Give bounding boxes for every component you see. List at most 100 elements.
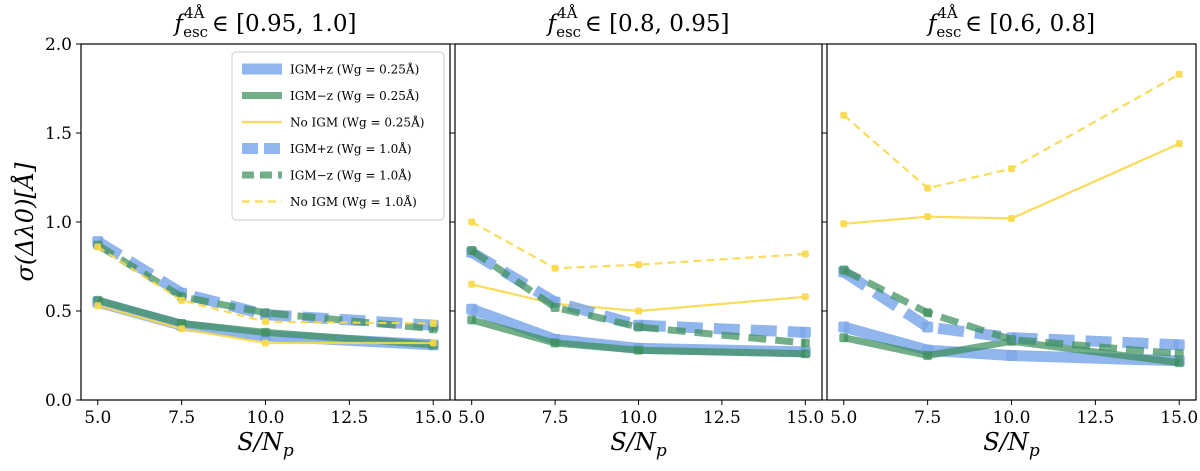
series-line [469,247,806,347]
x-axis-label: S/Np [983,428,1040,461]
data-point [635,307,642,315]
data-point [634,345,643,355]
data-point [924,213,932,221]
series-line [842,266,1180,358]
data-point [178,296,186,304]
x-tick-label: 7.5 [168,408,195,428]
legend-label: IGM−z (Wg = 1.0Å) [290,168,412,183]
data-point [800,338,810,348]
data-point [262,318,269,326]
panel-title: fesc4Å ∈ [0.6, 0.8] [926,4,1095,41]
data-point [178,325,186,333]
legend-label: IGM+z (Wg = 0.25Å) [290,62,419,77]
data-point [467,315,477,325]
series-line [96,296,434,349]
data-point [923,308,933,318]
data-point [261,308,270,318]
panel-1: 5.0 7.5 10.0 12.5 15.0 0.0 0.5 1.0 1.5 2.0 fesc4Å … [45,4,452,461]
series-line [97,304,434,345]
data-point [429,339,437,347]
data-point [1175,140,1183,148]
x-axis-label: S/Np [237,428,294,461]
data-point [839,333,849,343]
data-point [923,351,933,360]
x-tick-label: 15.0 [414,408,452,428]
series-line [842,321,1180,367]
x-tick-label: 5.0 [84,408,111,428]
data-point [466,303,478,315]
data-point [922,321,934,333]
x-tick-label: 5.0 [830,408,857,428]
data-point [468,280,476,288]
data-point [1006,350,1017,361]
x-tick-label: 10.0 [620,408,658,428]
data-point [839,265,849,275]
legend-label: IGM+z (Wg = 1.0Å) [290,141,412,156]
x-tick-label: 10.0 [247,408,285,428]
x-tick-label: 12.5 [703,408,741,428]
series-line [94,236,434,331]
series-line [843,73,1180,190]
data-point [840,220,848,228]
data-point [551,264,559,272]
data-point [924,184,932,192]
legend-box [231,51,445,221]
data-point [1008,165,1015,173]
x-tick-label: 15.0 [1160,408,1198,428]
legend-label: No IGM (Wg = 1.0Å) [290,194,417,209]
x-tick-label: 15.0 [786,408,824,428]
x-tick-label: 10.0 [993,408,1031,428]
data-point [550,338,560,348]
y-tick-label: 0.0 [45,391,72,411]
data-point [429,319,437,327]
data-point [94,302,102,310]
data-point [468,218,476,226]
panel-title: fesc4Å ∈ [0.8, 0.95] [546,4,730,41]
panel-title: fesc4Å ∈ [0.95, 1.0] [173,4,357,41]
data-point [94,243,102,251]
data-point [634,322,643,332]
data-point [467,245,477,255]
panel-2: 5.0 7.5 10.0 12.5 15.0 fesc4Å ∈ [0.8, 0.95] S/… [450,4,824,461]
y-tick-label: 1.0 [45,213,72,233]
y-axis-label: σ(Δλ0)[Å] [10,162,39,282]
x-tick-label: 12.5 [1076,408,1114,428]
data-point [1175,70,1183,78]
x-tick-label: 7.5 [914,408,941,428]
legend-label: No IGM (Wg = 0.25Å) [290,115,424,130]
x-tick-label: 5.0 [458,408,485,428]
y-tick-label: 1.5 [45,124,72,144]
data-point [801,250,809,258]
data-point [1008,214,1015,222]
data-point [635,261,642,269]
data-point [261,327,270,337]
data-point [262,339,269,347]
data-point [799,326,811,338]
data-point [840,111,848,119]
series-line [468,247,806,338]
data-point [1174,358,1184,368]
y-tick-label: 2.0 [45,35,72,55]
series-line [843,142,1180,225]
data-point [838,321,850,333]
legend-label: IGM−z (Wg = 0.25Å) [290,88,419,103]
data-point [800,349,810,359]
series-line [843,334,1180,367]
data-point [1173,339,1185,351]
x-tick-label: 12.5 [330,408,368,428]
data-point [550,302,560,312]
x-tick-label: 7.5 [542,408,569,428]
series-line [840,267,1180,351]
y-tick-label: 0.5 [45,302,72,322]
data-point [1007,334,1016,344]
series-line [470,316,806,358]
series-line [95,242,434,333]
legend: IGM+z (Wg = 0.25Å) IGM−z (Wg = 0.25Å) No I… [231,51,445,221]
data-point [1174,349,1184,359]
series-line [471,283,806,313]
data-point [801,293,809,301]
x-axis-label: S/Np [610,428,667,461]
series-line [471,221,806,270]
